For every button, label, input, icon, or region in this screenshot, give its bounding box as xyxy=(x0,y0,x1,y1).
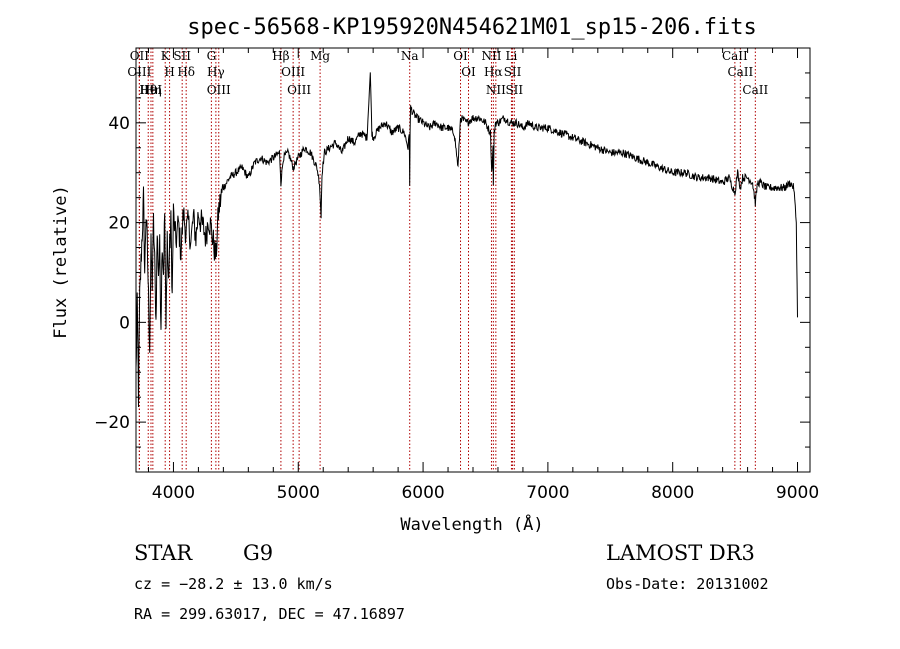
line-marker-label: SII xyxy=(173,49,191,63)
observation-date: Obs-Date: 20131002 xyxy=(606,575,769,593)
line-markers xyxy=(138,48,756,472)
line-marker-label: Hβ xyxy=(272,49,289,63)
line-marker-label: OI xyxy=(461,65,476,79)
line-marker-label: OIII xyxy=(281,65,305,79)
line-marker-label: SII xyxy=(505,83,523,97)
coordinates: RA = 299.63017, DEC = 47.16897 xyxy=(134,605,405,623)
line-marker-label: OIII xyxy=(127,65,151,79)
y-tick-label: −20 xyxy=(94,413,130,433)
x-axis-label: Wavelength (Å) xyxy=(400,513,543,535)
x-tick-label: 5000 xyxy=(277,483,320,503)
line-marker-label: OIII xyxy=(207,83,231,97)
x-tick-label: 7000 xyxy=(526,483,569,503)
line-marker-label: Li xyxy=(506,49,518,63)
chart-title: spec-56568-KP195920N454621M01_sp15-206.f… xyxy=(187,15,757,40)
x-axis-ticks: 4000 5000 6000 7000 8000 9000 xyxy=(147,48,819,503)
line-marker-label: Hη xyxy=(144,83,162,97)
line-marker-label: SII xyxy=(504,65,522,79)
line-marker-label: OIII xyxy=(287,83,311,97)
x-tick-label: 9000 xyxy=(776,483,819,503)
redshift-velocity: cz = −28.2 ± 13.0 km/s xyxy=(134,575,333,593)
line-marker-label: Hθ xyxy=(139,83,157,97)
y-tick-label: 40 xyxy=(108,114,130,134)
line-marker-label: Hδ xyxy=(177,65,195,79)
line-marker-label: CaII xyxy=(742,83,768,97)
plot-frame xyxy=(135,47,811,473)
line-marker-label: NII xyxy=(486,83,506,97)
object-subclass: G9 xyxy=(243,541,273,565)
line-marker-label: Na xyxy=(401,49,419,63)
x-tick-label: 4000 xyxy=(152,483,195,503)
x-tick-label: 8000 xyxy=(651,483,694,503)
object-class: STAR xyxy=(134,541,193,565)
line-marker-label: Hγ xyxy=(207,65,225,79)
y-tick-label: 20 xyxy=(108,214,130,234)
line-marker-label: Hα xyxy=(484,65,503,79)
line-marker-label: Mg xyxy=(310,49,330,63)
line-marker-label: G xyxy=(207,49,217,63)
line-marker-label: HeI xyxy=(140,83,163,97)
spectrum-line xyxy=(135,72,798,408)
y-axis-ticks: −20 0 20 40 xyxy=(94,47,810,473)
line-marker-label: NII xyxy=(481,49,501,63)
line-marker-label: OII xyxy=(130,49,150,63)
x-tick-label: 6000 xyxy=(401,483,444,503)
line-marker-label: H xyxy=(164,65,174,79)
y-axis-label: Flux (relative) xyxy=(51,185,71,339)
line-marker-label: CaII xyxy=(722,49,748,63)
y-tick-label: 0 xyxy=(119,313,130,333)
line-marker-label: K xyxy=(161,49,171,63)
line-marker-label: CaII xyxy=(727,65,753,79)
survey-name: LAMOST DR3 xyxy=(606,541,755,565)
line-marker-label: OI xyxy=(453,49,468,63)
